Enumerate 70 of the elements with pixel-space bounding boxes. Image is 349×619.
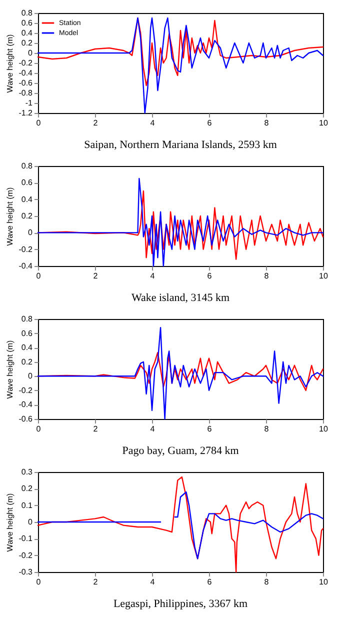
text: Wake island, 3145 km xyxy=(131,292,230,304)
x-tick-label: 0 xyxy=(36,118,42,128)
y-tick-label: 0.4 xyxy=(21,194,34,204)
line-series xyxy=(37,326,324,420)
y-tick-label: 0 xyxy=(28,372,34,381)
text: Saipan, Northern Mariana Islands, 2593 km xyxy=(84,139,278,151)
x-tick-label: 8 xyxy=(264,118,270,128)
x-tick-label: 4 xyxy=(150,424,156,434)
y-tick-label: 0 xyxy=(28,48,34,58)
y-tick-label: -0.3 xyxy=(18,568,34,576)
y-tick-label: 0.4 xyxy=(21,28,34,38)
y-tick-label: 0.8 xyxy=(21,8,34,18)
line-series xyxy=(37,178,324,267)
y-tick-label: -0.2 xyxy=(18,550,34,560)
y-tick-label: 0.6 xyxy=(21,178,34,188)
x-tick-label: 8 xyxy=(264,272,270,280)
x-tick-label: 0 xyxy=(36,424,42,434)
y-tick-label: 0.6 xyxy=(21,18,34,28)
y-tick-label: -1.2 xyxy=(18,108,34,118)
line-series xyxy=(37,17,324,114)
line-series xyxy=(37,17,324,86)
y-tick-label: 0 xyxy=(28,518,34,526)
y-axis-title: Wave height (m) xyxy=(6,186,15,246)
y-tick-label: -1 xyxy=(25,98,34,108)
x-tick-label: 10 xyxy=(319,424,328,434)
text: Pago bay, Guam, 2784 km xyxy=(122,445,240,457)
x-tick-label: 2 xyxy=(93,424,98,434)
x-tick-label: 10 xyxy=(319,272,328,280)
x-tick-label: 8 xyxy=(264,578,270,586)
x-tick-label: 6 xyxy=(207,118,212,128)
y-tick-label: -0.4 xyxy=(18,68,34,78)
x-tick-label: 2 xyxy=(93,272,98,280)
y-tick-label: -0.1 xyxy=(18,534,34,544)
y-tick-label: 0.2 xyxy=(21,38,34,48)
line-series xyxy=(37,476,324,573)
x-tick-label: 6 xyxy=(207,578,212,586)
x-tick-label: 8 xyxy=(264,424,270,434)
y-tick-label: -0.2 xyxy=(18,58,34,68)
y-tick-label: 0.8 xyxy=(21,162,34,170)
y-tick-label: 0.8 xyxy=(21,314,34,324)
x-tick-label: 6 xyxy=(207,424,212,434)
y-axis-title: Wave height (m) xyxy=(6,34,15,93)
x-tick-label: 2 xyxy=(93,578,98,586)
y-tick-label: 0.2 xyxy=(21,212,34,220)
x-tick-label: 10 xyxy=(319,578,328,586)
x-tick-label: 4 xyxy=(150,118,156,128)
y-tick-label: 0.2 xyxy=(21,357,34,366)
y-tick-label: -0.8 xyxy=(18,88,34,98)
x-tick-label: 10 xyxy=(319,118,328,128)
x-tick-label: 4 xyxy=(150,578,156,586)
y-axis-title: Wave height (m) xyxy=(6,492,15,552)
y-tick-label: 0.4 xyxy=(21,343,34,352)
y-tick-label: -0.2 xyxy=(18,244,34,254)
y-tick-label: 0.3 xyxy=(21,468,34,476)
y-tick-label: -0.4 xyxy=(18,262,34,270)
x-tick-label: 0 xyxy=(36,272,42,280)
y-tick-label: 0.1 xyxy=(21,500,34,510)
x-tick-label: 2 xyxy=(93,118,98,128)
y-tick-label: 0.2 xyxy=(21,484,34,494)
x-tick-label: 6 xyxy=(207,272,212,280)
y-tick-label: 0.6 xyxy=(21,328,34,338)
y-axis-title: Wave height (m) xyxy=(6,340,15,399)
y-tick-label: -0.4 xyxy=(18,400,34,410)
y-tick-label: 0 xyxy=(28,228,34,238)
text: Legaspi, Philippines, 3367 km xyxy=(113,598,248,610)
y-tick-label: -0.2 xyxy=(18,386,34,395)
x-tick-label: 0 xyxy=(36,578,42,586)
x-tick-label: 4 xyxy=(150,272,156,280)
y-tick-label: -0.6 xyxy=(18,78,34,88)
y-tick-label: -0.6 xyxy=(18,414,34,424)
